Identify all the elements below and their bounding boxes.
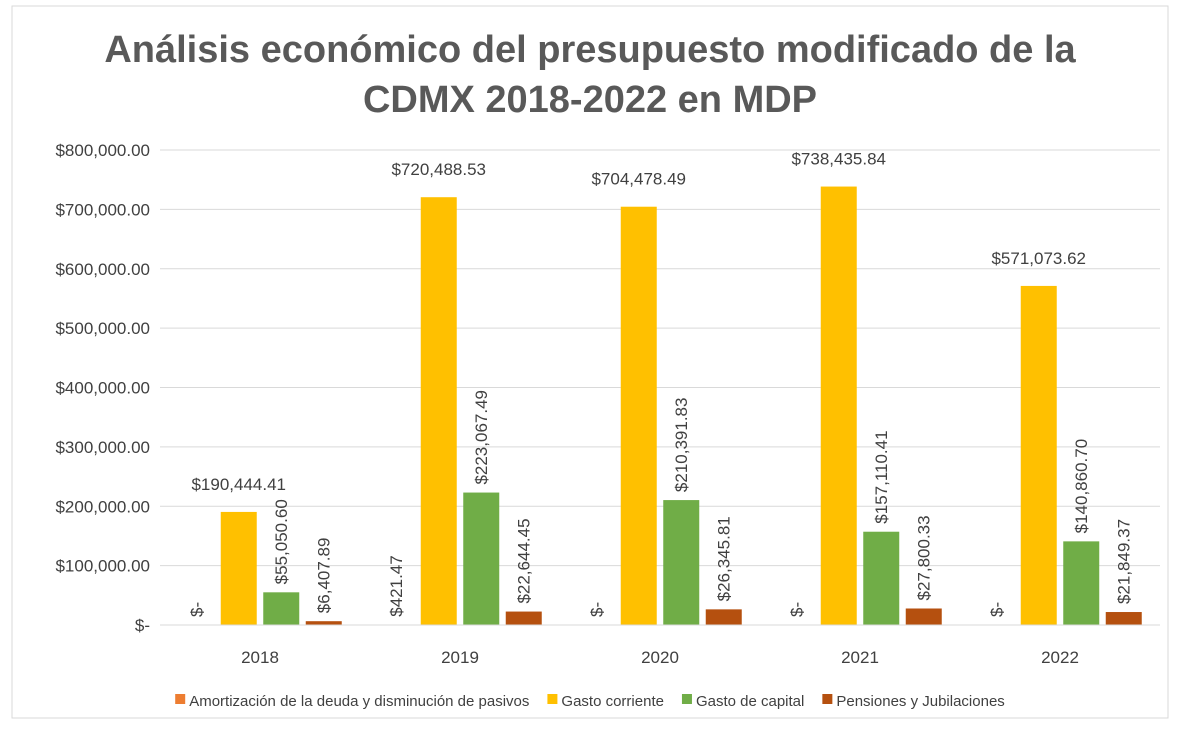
data-label: $6,407.89 (315, 538, 334, 614)
legend-swatch (547, 694, 557, 704)
bar (706, 609, 742, 625)
data-label: $140,860.70 (1072, 439, 1091, 534)
data-label: $704,478.49 (591, 170, 686, 189)
data-label: $571,073.62 (991, 249, 1086, 268)
bar (263, 592, 299, 625)
data-label: $- (587, 602, 606, 617)
data-label: $190,444.41 (191, 475, 286, 494)
y-tick-label: $600,000.00 (55, 260, 150, 279)
data-label: $223,067.49 (472, 390, 491, 485)
data-label: $- (187, 602, 206, 617)
bar (463, 493, 499, 625)
chart-title: Análisis económico del presupuesto modif… (104, 29, 1076, 71)
bar (306, 621, 342, 625)
data-label: $738,435.84 (791, 150, 886, 169)
bar (906, 608, 942, 625)
data-label: $22,644.45 (515, 518, 534, 603)
data-label: $- (787, 602, 806, 617)
data-label: $720,488.53 (391, 160, 486, 179)
legend-label: Gasto corriente (561, 693, 664, 710)
x-tick-label: 2020 (641, 648, 679, 667)
bar (863, 532, 899, 625)
legend-label: Gasto de capital (696, 693, 804, 710)
chart-title: CDMX 2018-2022 en MDP (363, 79, 817, 121)
data-label: $21,849.37 (1115, 519, 1134, 604)
data-label: $- (987, 602, 1006, 617)
y-tick-label: $400,000.00 (55, 379, 150, 398)
y-tick-label: $300,000.00 (55, 438, 150, 457)
data-label: $210,391.83 (672, 398, 691, 493)
y-tick-label: $100,000.00 (55, 557, 150, 576)
data-label: $26,345.81 (715, 516, 734, 601)
bar (621, 207, 657, 625)
legend-label: Amortización de la deuda y disminución d… (189, 693, 529, 710)
y-tick-label: $200,000.00 (55, 497, 150, 516)
bar (506, 612, 542, 625)
x-tick-label: 2022 (1041, 648, 1079, 667)
data-label: $27,800.33 (915, 515, 934, 600)
data-label: $421.47 (387, 555, 406, 616)
bar (821, 187, 857, 625)
y-tick-label: $500,000.00 (55, 319, 150, 338)
bar (1021, 286, 1057, 625)
bar (1063, 541, 1099, 625)
y-tick-label: $- (135, 616, 150, 635)
legend-swatch (822, 694, 832, 704)
bar (221, 512, 257, 625)
y-tick-label: $800,000.00 (55, 141, 150, 160)
data-label: $157,110.41 (872, 430, 891, 523)
y-tick-label: $700,000.00 (55, 200, 150, 219)
bar (663, 500, 699, 625)
x-tick-label: 2019 (441, 648, 479, 667)
legend-swatch (682, 694, 692, 704)
x-tick-label: 2021 (841, 648, 879, 667)
x-tick-label: 2018 (241, 648, 279, 667)
bar (421, 197, 457, 625)
data-label: $55,050.60 (272, 499, 291, 584)
bar (1106, 612, 1142, 625)
legend-swatch (175, 694, 185, 704)
legend-label: Pensiones y Jubilaciones (836, 693, 1004, 710)
